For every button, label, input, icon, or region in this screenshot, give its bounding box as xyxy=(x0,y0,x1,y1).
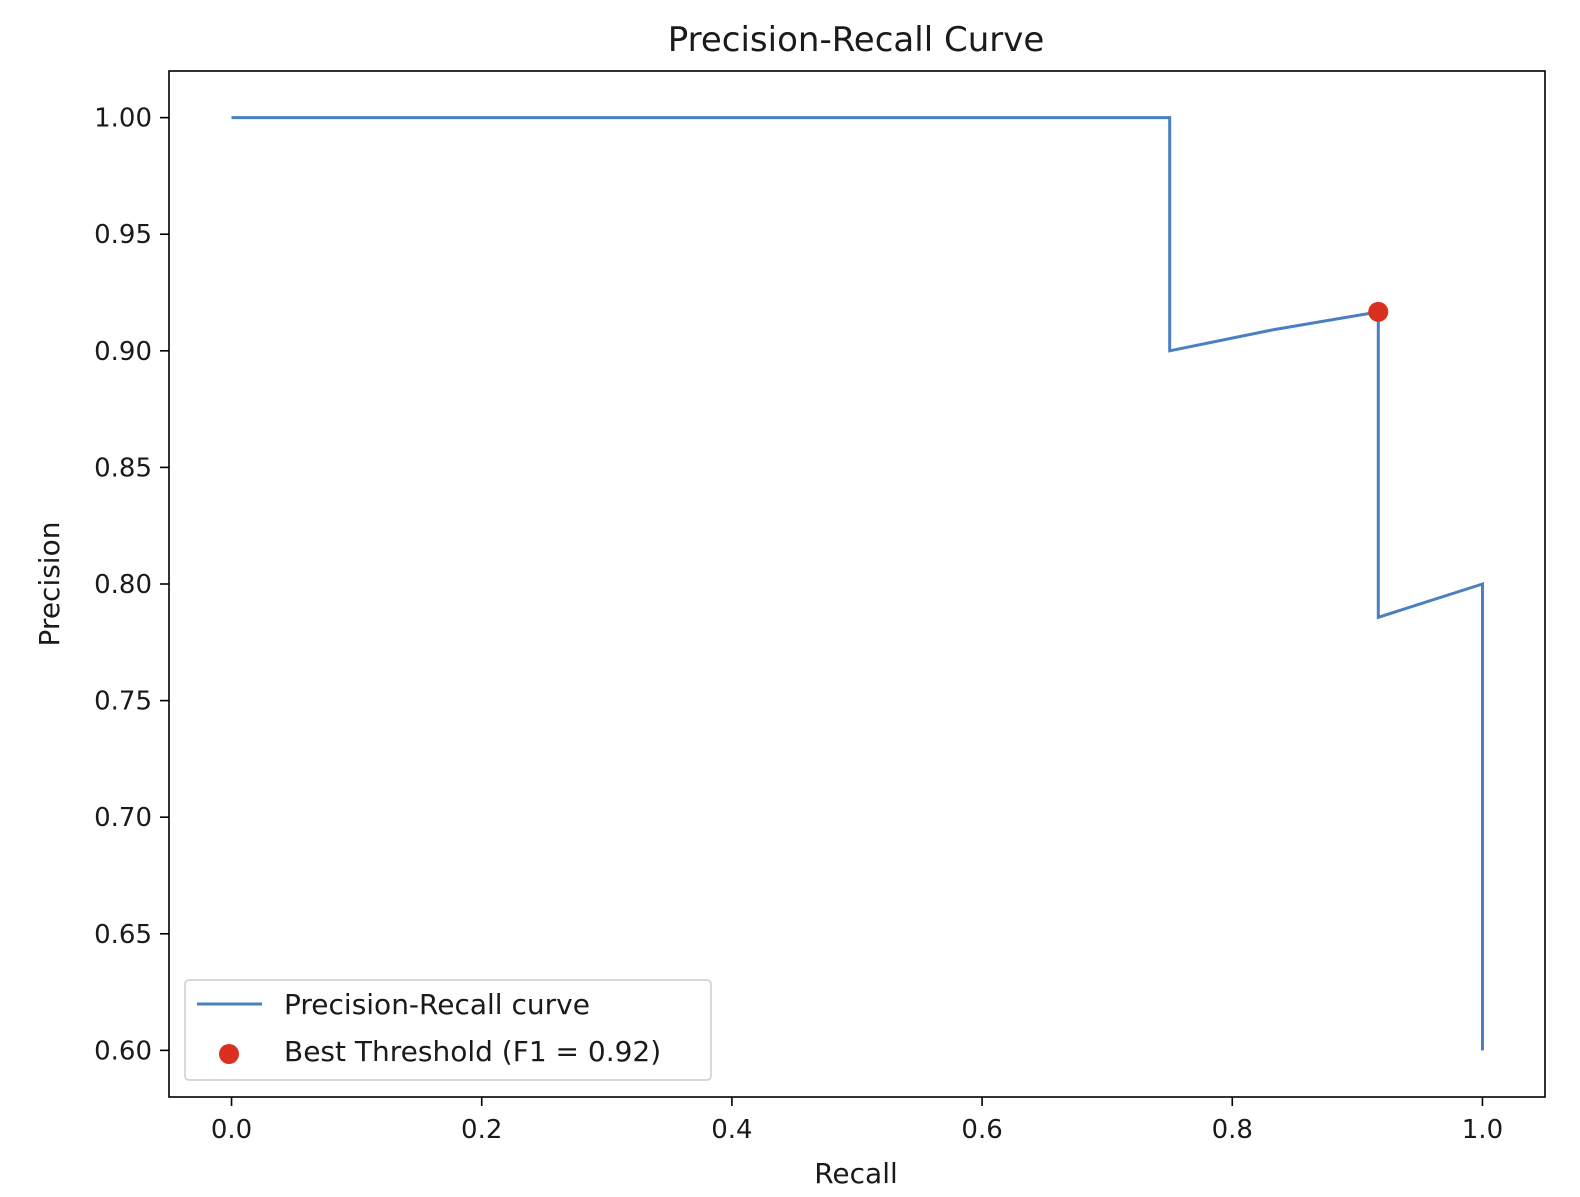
x-tick-label: 0.4 xyxy=(711,1115,752,1145)
x-tick-label: 1.0 xyxy=(1462,1115,1503,1145)
plot-area xyxy=(168,70,1546,1098)
legend-box xyxy=(184,979,712,1081)
x-axis-label: Recall xyxy=(814,1157,898,1190)
x-axis-ticks: 0.0 0.2 0.4 0.6 0.8 1.0 xyxy=(211,1097,1503,1145)
legend-label-pr-curve: Precision-Recall curve xyxy=(284,988,590,1021)
y-tick-label: 1.00 xyxy=(94,104,152,134)
best-threshold-point xyxy=(1368,301,1389,322)
x-tick-label: 0.0 xyxy=(211,1115,252,1145)
y-axis-label: Precision xyxy=(33,522,66,647)
y-tick-label: 0.70 xyxy=(94,803,152,833)
series-layer xyxy=(231,116,1484,1051)
legend-marker-swatch xyxy=(219,1044,239,1064)
x-tick-label: 0.6 xyxy=(961,1115,1002,1145)
y-tick-label: 0.60 xyxy=(94,1036,152,1066)
y-tick-label: 0.80 xyxy=(94,570,152,600)
y-tick-label: 0.90 xyxy=(94,337,152,367)
y-tick-label: 0.85 xyxy=(94,453,152,483)
x-tick-label: 0.8 xyxy=(1212,1115,1253,1145)
x-tick-label: 0.2 xyxy=(461,1115,502,1145)
pr-curve-line xyxy=(231,116,1484,1051)
y-axis-ticks: 0.60 0.65 0.70 0.75 0.80 0.85 0.90 0.95 1.00 xyxy=(94,104,169,1066)
legend-label-best-threshold: Best Threshold (F1 = 0.92) xyxy=(284,1035,661,1068)
legend: Precision-Recall curve Best Threshold (F… xyxy=(184,979,712,1081)
chart-title: Precision-Recall Curve xyxy=(668,20,1045,60)
y-tick-label: 0.65 xyxy=(94,920,152,950)
y-tick-label: 0.95 xyxy=(94,220,152,250)
y-tick-label: 0.75 xyxy=(94,687,152,717)
